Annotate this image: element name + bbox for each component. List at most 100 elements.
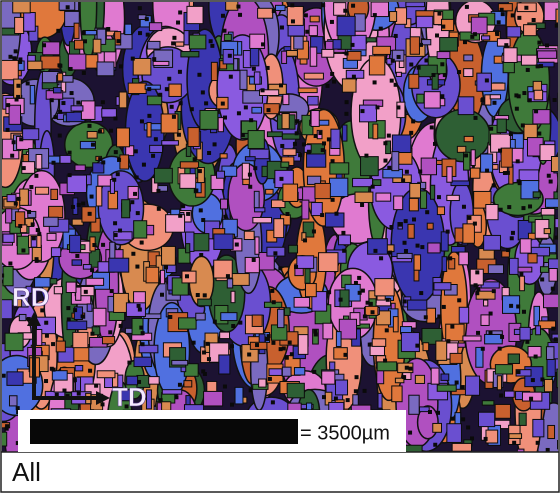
grain [355,14,366,31]
grain [206,342,210,346]
grain [403,299,407,303]
grain [481,347,485,351]
grain [405,170,409,174]
grain [416,244,420,248]
grain [544,379,552,391]
grain [255,343,259,347]
grain [231,291,235,302]
grain [503,171,507,175]
grain [334,374,344,380]
grain [5,424,9,428]
grain [377,362,396,371]
grain [392,135,411,153]
grain [58,73,63,81]
grain [283,149,296,156]
grain [427,308,436,323]
grain [396,105,400,109]
grain [368,343,372,347]
grain [330,72,334,76]
grain [283,94,289,104]
grain [244,231,254,239]
grain [540,277,544,281]
grain [484,235,501,250]
grain [3,234,14,242]
grain [323,323,333,339]
grain [87,124,91,128]
grain [54,287,62,294]
grain [84,290,88,294]
grain [283,184,298,201]
grain [373,46,391,54]
grain [44,217,59,226]
grain [516,304,520,308]
grain [35,257,39,261]
grain [519,272,523,276]
grain [360,203,364,207]
grain [532,18,536,22]
grain [76,101,80,105]
grain [512,441,516,445]
grain [169,84,181,96]
grain [83,39,87,43]
grain [252,315,262,326]
grain [66,282,76,292]
grain [290,3,294,7]
grain [411,119,415,123]
grain [1,60,18,79]
grain [284,308,290,316]
grain [471,150,475,166]
grain [235,243,239,247]
grain [474,116,478,120]
grain [199,208,203,212]
grain [119,324,123,328]
grain [336,380,348,395]
grain [249,388,253,392]
grain [375,279,394,296]
grain [430,125,434,129]
grain [404,219,408,223]
grain [286,50,298,56]
grain [437,207,444,215]
grain [459,307,468,323]
grain [164,265,168,269]
grain [346,398,350,402]
grain [68,151,72,155]
grain [470,35,474,39]
grain [139,326,143,330]
grain [492,101,496,105]
grain [252,67,256,71]
grain [440,94,444,98]
grain [24,13,36,32]
grain [371,185,375,189]
grain [248,131,264,149]
grain [531,378,535,382]
grain [465,376,479,395]
grain [330,20,334,24]
grain [56,341,65,352]
grain [353,178,373,186]
grain [50,98,54,102]
grain [440,62,444,66]
grain [172,36,176,40]
grain [51,189,58,199]
grain [202,350,206,354]
grain [404,249,408,253]
grain [70,235,81,252]
grain [7,195,16,202]
grain [15,17,24,33]
grain [54,115,58,119]
grain [507,205,511,209]
grain [424,315,428,319]
grain [94,384,98,388]
grain [252,258,256,262]
grain [60,155,71,163]
grain [156,189,160,193]
grain [314,134,318,138]
grain [464,153,468,157]
grain [451,417,455,421]
grain [522,91,526,95]
grain [354,389,358,393]
grain [110,289,114,293]
grain [419,291,423,295]
grain [221,313,237,321]
